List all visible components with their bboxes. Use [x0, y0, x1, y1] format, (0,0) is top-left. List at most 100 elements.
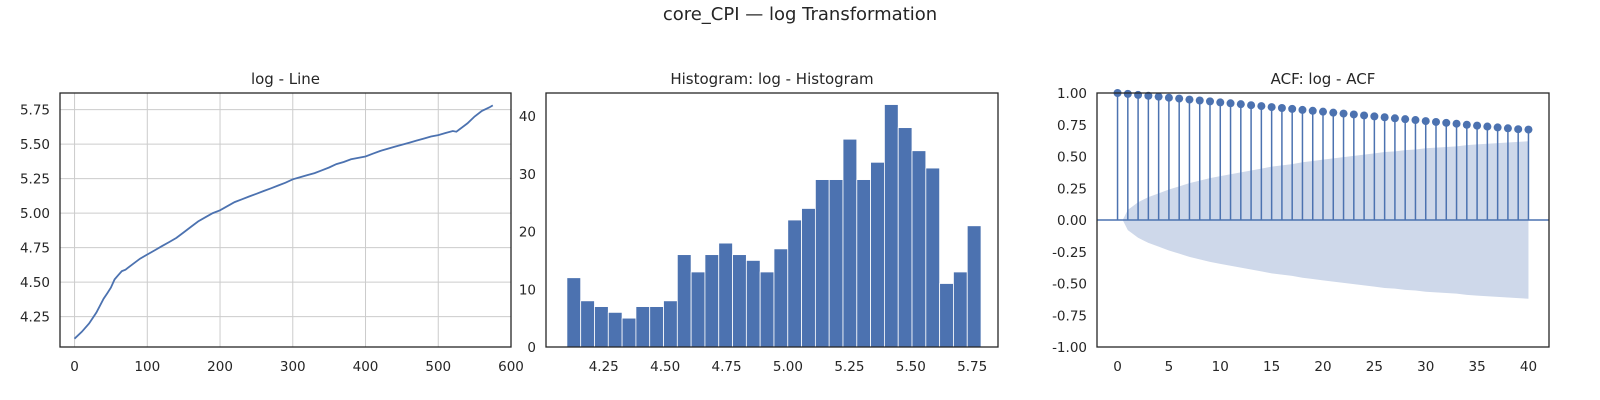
acf-marker: [1257, 102, 1266, 111]
histogram-bar: [649, 306, 664, 348]
histogram-bar: [635, 306, 651, 348]
x-tick-label: 25: [1366, 359, 1383, 375]
x-tick-label: 5.25: [834, 359, 864, 375]
y-tick-label: 4.75: [20, 241, 50, 257]
y-tick-label: -0.75: [1052, 308, 1087, 324]
y-tick-label: 30: [519, 167, 536, 183]
x-tick-label: 5.75: [957, 359, 987, 375]
acf-marker: [1154, 92, 1163, 101]
histogram-bar: [732, 254, 747, 348]
acf-marker: [1411, 116, 1420, 125]
acf-marker: [1432, 117, 1440, 126]
axes-frame: [545, 92, 999, 348]
y-tick-label: 4.50: [20, 275, 50, 291]
y-tick-label: 10: [519, 282, 536, 298]
acf-marker: [1216, 98, 1225, 107]
acf-marker: [1298, 105, 1307, 114]
acf-marker: [1206, 97, 1214, 106]
histogram-bar: [787, 219, 802, 348]
acf-marker: [1123, 89, 1132, 98]
x-tick-label: 30: [1417, 359, 1434, 375]
x-tick-label: 500: [425, 359, 451, 375]
acf-panel: 0 5 10 15 20 25 30 35 40 -1.00 -0.75 -0.50 -0.25 0.00…: [1052, 70, 1550, 375]
axes-frame: [1096, 92, 1550, 348]
acf-marker: [1401, 115, 1410, 124]
histogram-bar: [745, 260, 761, 348]
acf-marker: [1493, 123, 1502, 132]
y-tick-label: 20: [519, 225, 536, 241]
acf-marker: [1329, 108, 1338, 117]
y-tick-label: 1.00: [1057, 86, 1087, 102]
histogram-bar: [801, 208, 816, 348]
acf-marker: [1247, 101, 1256, 110]
x-tick-label: 400: [353, 359, 379, 375]
histogram-bar: [580, 300, 595, 348]
axes-title: ACF: log - ACF: [1271, 70, 1376, 88]
x-tick-label: 5.00: [773, 359, 803, 375]
acf-marker: [1164, 93, 1173, 102]
x-tick-label: 0: [70, 359, 79, 375]
histogram-bar: [607, 311, 623, 348]
y-tick-label: 0: [527, 340, 536, 356]
acf-marker: [1134, 90, 1143, 99]
x-tick-label: 0: [1113, 359, 1122, 375]
histogram-bar: [884, 104, 899, 348]
x-tick-label: 35: [1468, 359, 1485, 375]
histogram-bar: [690, 271, 706, 348]
acf-marker: [1185, 95, 1194, 104]
acf-marker: [1267, 103, 1276, 112]
histogram-bar: [953, 271, 968, 348]
histogram-bar: [870, 161, 885, 348]
x-tick-label: 5.50: [896, 359, 926, 375]
y-tick-label: 0.25: [1057, 181, 1087, 197]
histogram-bar: [828, 179, 844, 348]
acf-marker: [1236, 100, 1245, 109]
y-tick-label: 0.00: [1057, 213, 1087, 229]
x-tick-label: 100: [134, 359, 160, 375]
histogram-bar: [966, 225, 982, 348]
acf-marker: [1390, 114, 1399, 123]
histogram-bar: [759, 271, 775, 348]
x-tick-label: 200: [207, 359, 233, 375]
histogram-bar: [925, 167, 941, 348]
y-tick-label: 5.00: [20, 206, 50, 222]
histogram-bar: [897, 127, 913, 348]
histogram-bar: [594, 306, 609, 348]
acf-marker: [1175, 94, 1184, 103]
acf-marker: [1308, 106, 1317, 115]
histogram-bar: [704, 254, 720, 348]
acf-marker: [1473, 121, 1482, 130]
histogram-bar: [773, 248, 789, 348]
figure-title: core_CPI — log Transformation: [662, 4, 938, 25]
acf-marker: [1421, 117, 1430, 126]
x-tick-label: 4.75: [712, 359, 742, 375]
acf-marker: [1319, 107, 1327, 116]
acf-marker: [1360, 111, 1369, 120]
acf-marker: [1380, 113, 1389, 122]
histogram-panel: 4.25 4.50 4.75 5.00 5.25 5.50 5.75 0 10 20 30 40 His…: [519, 70, 999, 375]
y-tick-label: 4.25: [20, 310, 50, 326]
x-tick-label: 5: [1165, 359, 1174, 375]
y-tick-label: 5.50: [20, 137, 50, 153]
y-tick-label: -0.25: [1052, 245, 1087, 261]
axes-title: Histogram: log - Histogram: [670, 70, 873, 88]
y-tick-label: 0.50: [1057, 150, 1087, 166]
acf-marker: [1226, 99, 1235, 108]
x-tick-label: 40: [1520, 359, 1537, 375]
histogram-bar: [911, 150, 927, 348]
histogram-bar: [718, 242, 733, 348]
x-tick-label: 20: [1314, 359, 1331, 375]
y-tick-label: 5.75: [20, 103, 50, 119]
x-tick-label: 600: [498, 359, 524, 375]
acf-marker: [1503, 124, 1512, 133]
acf-marker: [1277, 103, 1286, 112]
acf-marker: [1514, 125, 1523, 134]
acf-marker: [1442, 118, 1451, 127]
histogram-bar: [939, 283, 954, 348]
acf-marker: [1370, 112, 1379, 121]
y-tick-label: 5.25: [20, 172, 50, 188]
histogram-bar: [676, 254, 692, 348]
x-tick-label: 300: [280, 359, 306, 375]
histogram-bar: [856, 179, 872, 348]
